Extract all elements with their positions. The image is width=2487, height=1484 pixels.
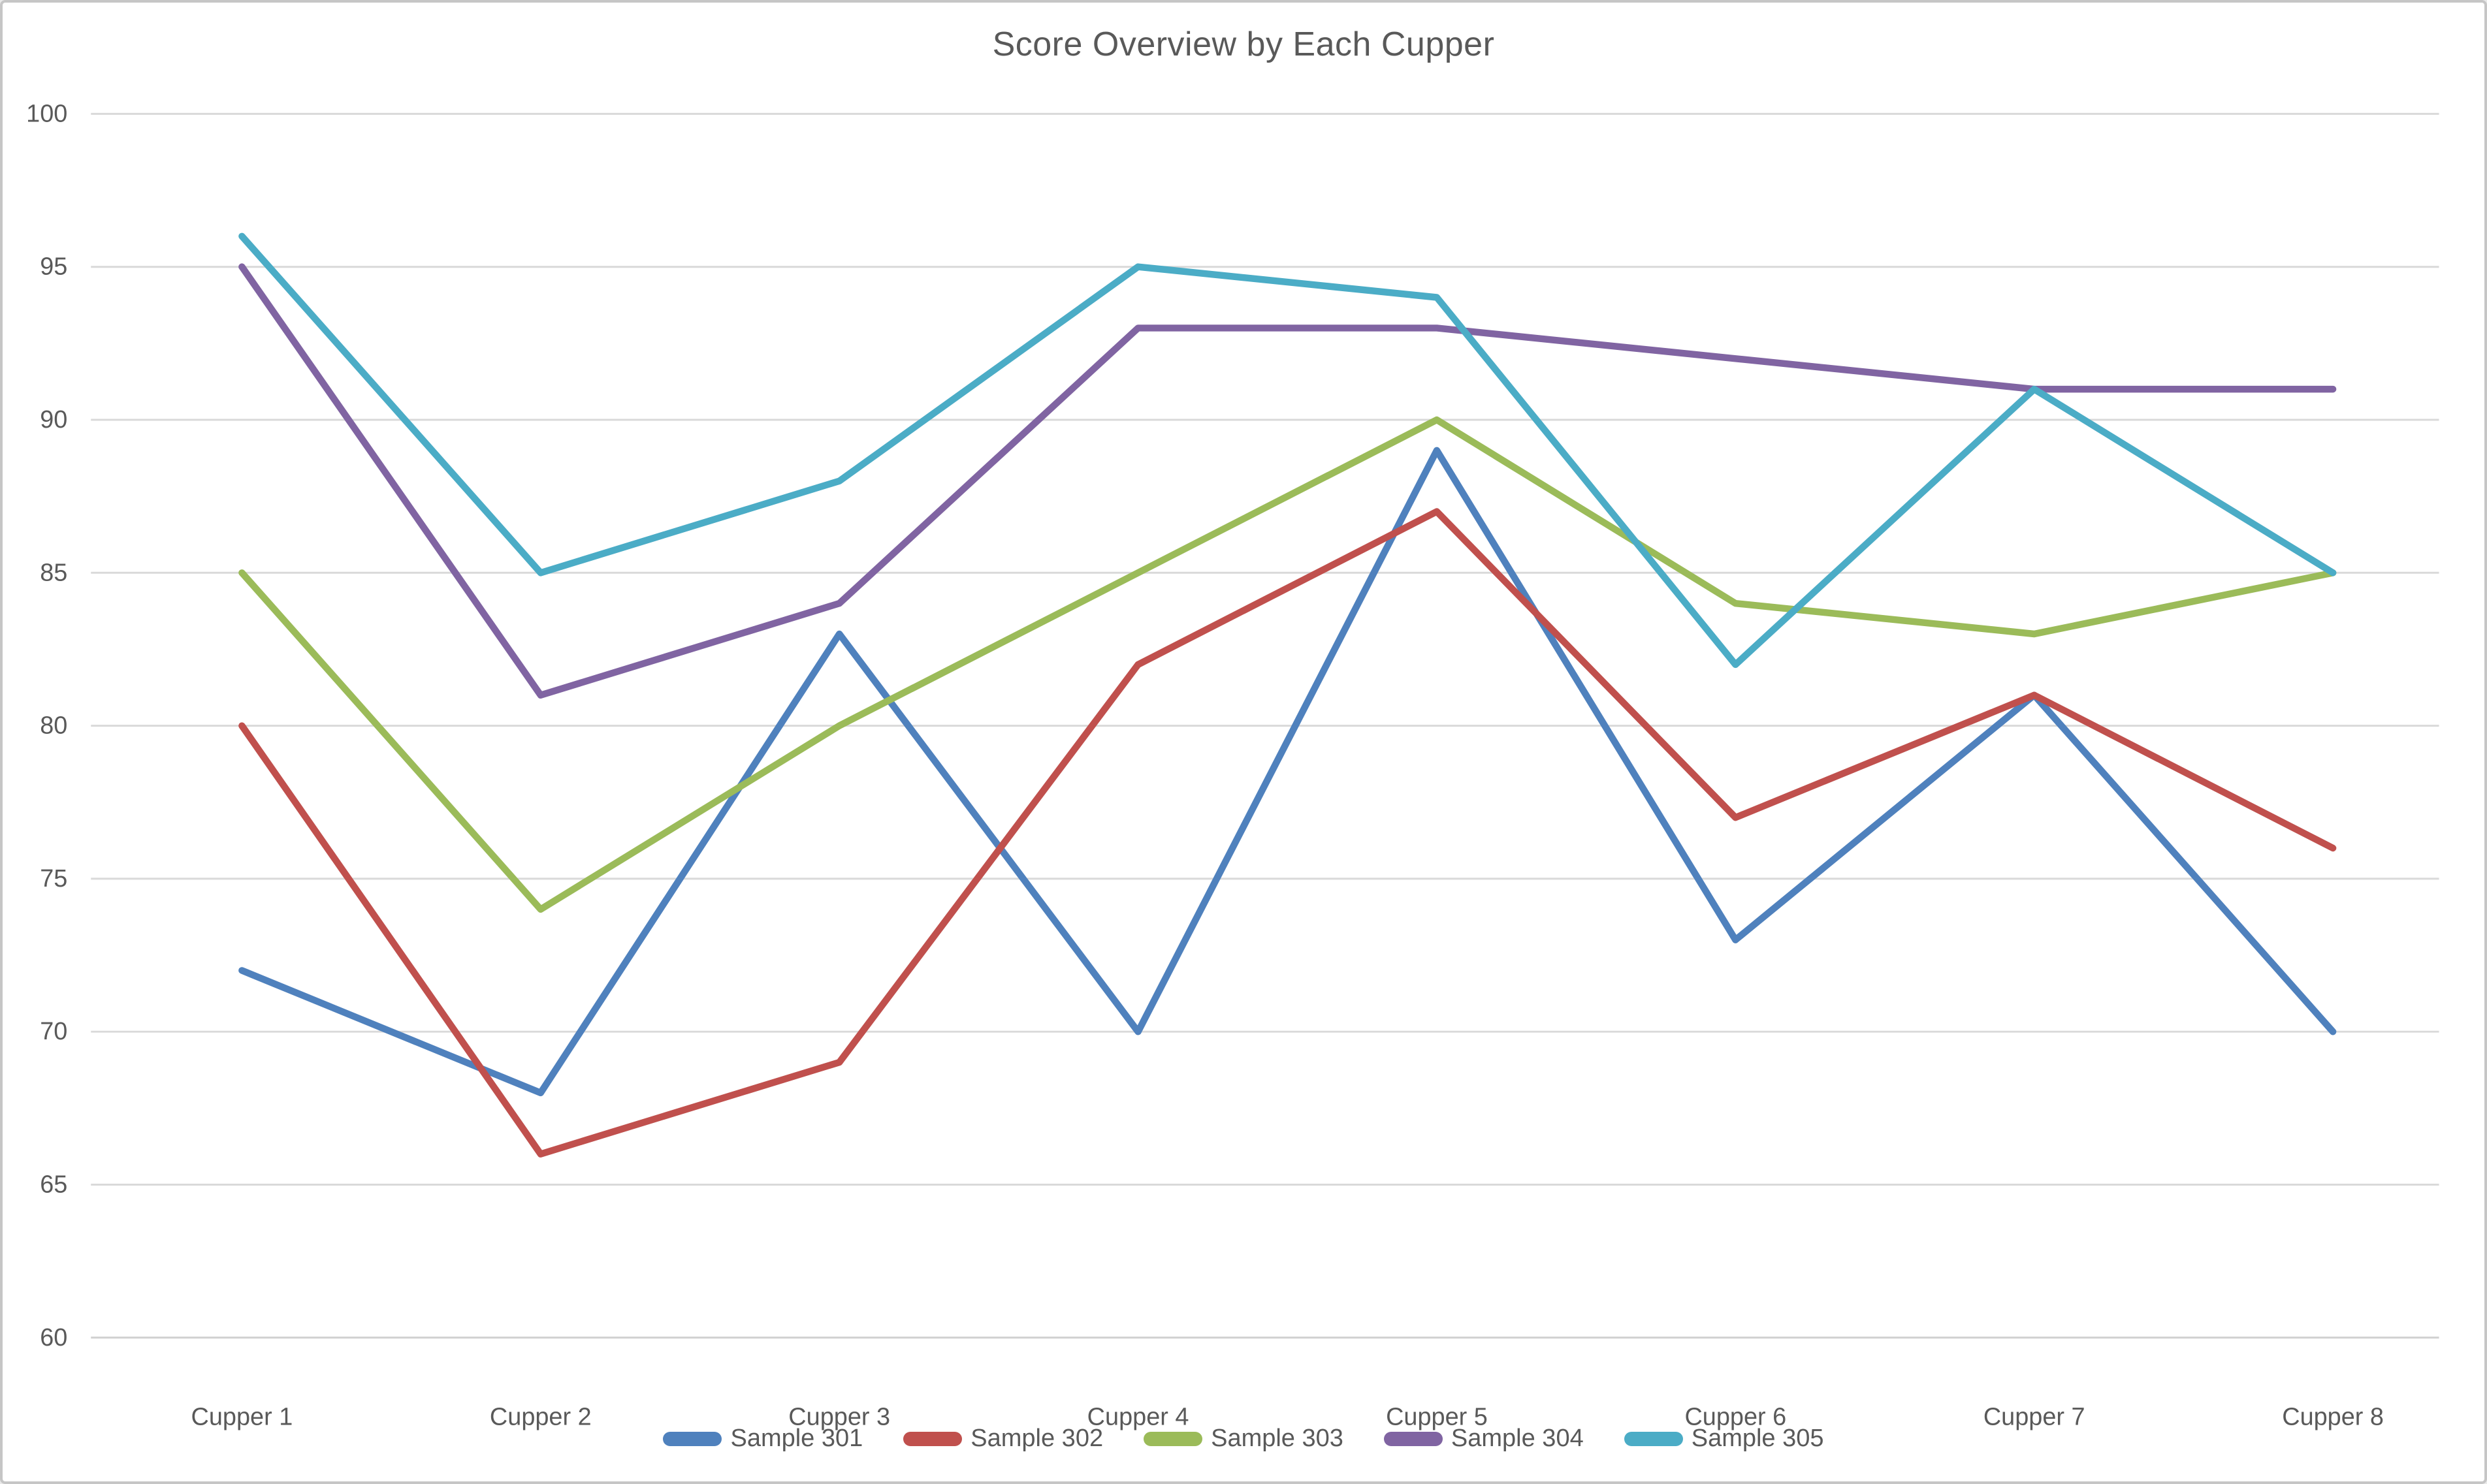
legend-label: Sample 301 (730, 1425, 863, 1452)
y-axis-tick-label: 65 (40, 1171, 67, 1198)
series-line-sample-304 (238, 263, 2337, 699)
legend-item-sample-302: Sample 302 (903, 1425, 1103, 1453)
chart-legend: Sample 301 Sample 302 Sample 303 Sample 304… (3, 1425, 2484, 1453)
x-axis-category-label: Cupper 8 (2282, 1403, 2384, 1430)
x-axis-category-label: Cupper 4 (1087, 1403, 1189, 1430)
legend-label: Sample 302 (971, 1425, 1104, 1452)
series-line-sample-305 (238, 232, 2337, 669)
legend-label: Sample 304 (1451, 1425, 1584, 1452)
x-axis-category-label: Cupper 2 (490, 1403, 592, 1430)
legend-label: Sample 305 (1691, 1425, 1824, 1452)
legend-swatch-icon (663, 1431, 722, 1446)
legend-swatch-icon (1624, 1431, 1683, 1446)
x-axis-category-label: Cupper 5 (1386, 1403, 1488, 1430)
y-axis-tick-label: 60 (40, 1324, 67, 1351)
x-axis-category-label: Cupper 6 (1684, 1403, 1786, 1430)
legend-swatch-icon (1383, 1431, 1443, 1446)
legend-swatch-icon (1144, 1431, 1203, 1446)
y-axis-tick-label: 75 (40, 865, 67, 892)
legend-label: Sample 303 (1211, 1425, 1343, 1452)
legend-item-sample-303: Sample 303 (1144, 1425, 1343, 1453)
x-axis-category-label: Cupper 1 (191, 1403, 293, 1430)
legend-item-sample-304: Sample 304 (1383, 1425, 1584, 1453)
legend-item-sample-305: Sample 305 (1624, 1425, 1824, 1453)
y-axis-tick-label: 85 (40, 559, 67, 586)
series-line-sample-303 (238, 416, 2337, 913)
x-axis-category-label: Cupper 3 (788, 1403, 890, 1430)
y-axis-tick-label: 70 (40, 1018, 67, 1045)
legend-item-sample-301: Sample 301 (663, 1425, 863, 1453)
series-line-sample-302 (238, 508, 2337, 1158)
line-chart-plot-area: 60 65 70 75 80 85 90 95 100 Cupper 1 Cupper 2 Cuppe… (26, 100, 2439, 1430)
y-axis-tick-label: 90 (40, 406, 67, 434)
x-axis-category-label: Cupper 7 (1983, 1403, 2085, 1430)
legend-swatch-icon (903, 1431, 963, 1446)
y-axis-tick-label: 95 (40, 253, 67, 281)
y-axis-tick-label: 100 (26, 100, 67, 127)
series-line-sample-301 (238, 447, 2337, 1097)
y-axis-tick-label: 80 (40, 712, 67, 740)
chart-title: Score Overview by Each Cupper (992, 25, 1495, 63)
